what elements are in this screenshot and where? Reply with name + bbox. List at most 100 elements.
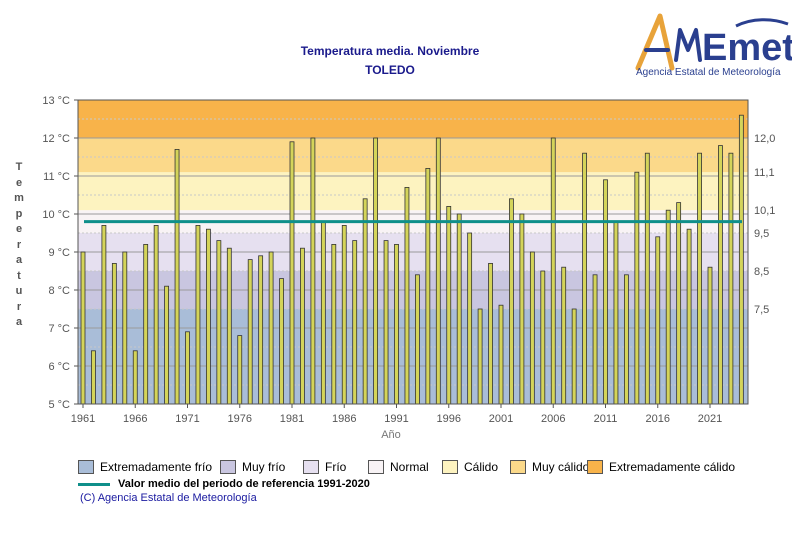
y-axis-title-letter: u bbox=[15, 285, 23, 297]
x-tick-label: 2001 bbox=[489, 413, 513, 425]
bar-2004 bbox=[529, 251, 535, 405]
legend-swatch bbox=[442, 460, 458, 474]
x-tick-label: 1986 bbox=[332, 413, 356, 425]
mean-line-swatch bbox=[78, 482, 110, 486]
legend-swatch bbox=[220, 460, 236, 474]
bar-2009 bbox=[582, 152, 587, 405]
bar-1964 bbox=[111, 262, 117, 405]
bar-2021 bbox=[707, 266, 713, 405]
chart-subtitle: TOLEDO bbox=[365, 63, 415, 77]
x-tick-label: 2006 bbox=[541, 413, 565, 425]
y-axis-title-letter: m bbox=[14, 192, 24, 204]
x-tick-label: 2016 bbox=[646, 413, 670, 425]
bar-1970 bbox=[174, 148, 180, 405]
bar-1979 bbox=[268, 251, 274, 405]
bar-1962 bbox=[91, 350, 96, 405]
bar-1971 bbox=[185, 331, 190, 405]
bar-1978 bbox=[258, 255, 264, 405]
bar-2013 bbox=[624, 274, 629, 405]
legend-item: Extremadamente cálido bbox=[587, 458, 735, 476]
bar-1980 bbox=[279, 278, 284, 405]
right-tick-label: 8,5 bbox=[754, 266, 769, 278]
bar-1972 bbox=[195, 224, 201, 405]
bar-2001 bbox=[498, 304, 504, 405]
svg-text:Emet: Emet bbox=[702, 27, 792, 69]
band-5 bbox=[78, 138, 748, 173]
bar-2017 bbox=[665, 209, 671, 405]
bar-1998 bbox=[467, 232, 473, 405]
legend-swatch bbox=[587, 460, 603, 474]
bar-1992 bbox=[404, 186, 410, 405]
bar-2000 bbox=[488, 262, 493, 405]
y-tick-label: 9 °C bbox=[48, 247, 70, 259]
y-tick-label: 12 °C bbox=[42, 133, 70, 145]
bar-2015 bbox=[644, 152, 650, 405]
y-axis-title-letter: a bbox=[15, 316, 23, 328]
y-tick-label: 8 °C bbox=[48, 285, 70, 297]
x-tick-label: 2011 bbox=[594, 413, 618, 425]
legend-item: Muy cálido bbox=[510, 458, 589, 476]
bar-2016 bbox=[655, 236, 661, 405]
bar-2019 bbox=[686, 228, 692, 405]
legend-label: Cálido bbox=[464, 460, 499, 474]
legend-swatch bbox=[368, 460, 384, 474]
x-axis-title: Año bbox=[381, 429, 401, 441]
bar-1973 bbox=[205, 228, 211, 405]
legend-item: Frío bbox=[303, 458, 346, 476]
bar-1990 bbox=[383, 240, 389, 405]
bar-1968 bbox=[153, 224, 159, 405]
legend-item: Cálido bbox=[442, 458, 498, 476]
right-tick-label: 7,5 bbox=[754, 304, 769, 316]
bar-1975 bbox=[226, 247, 232, 405]
bar-1995 bbox=[435, 137, 441, 405]
bar-1969 bbox=[164, 285, 170, 405]
bar-1977 bbox=[247, 259, 253, 405]
bar-1984 bbox=[320, 221, 326, 405]
x-tick-label: 1966 bbox=[123, 413, 147, 425]
bar-1963 bbox=[101, 224, 107, 405]
bar-1983 bbox=[310, 137, 316, 405]
right-tick-label: 11,1 bbox=[754, 167, 775, 179]
x-tick-label: 1996 bbox=[437, 413, 461, 425]
y-tick-label: 13 °C bbox=[42, 95, 70, 107]
bar-1994 bbox=[425, 167, 431, 405]
legend-label: Extremadamente cálido bbox=[609, 460, 736, 474]
bar-2006 bbox=[550, 137, 556, 405]
y-axis-title-letter: a bbox=[15, 254, 23, 266]
y-tick-label: 11 °C bbox=[43, 171, 70, 183]
legend: Extremadamente frío Muy frío Frío Normal Cál… bbox=[78, 458, 778, 478]
y-axis-title-letter: t bbox=[17, 269, 21, 282]
legend-label: Muy cálido bbox=[532, 460, 590, 474]
x-tick-label: 1976 bbox=[228, 413, 252, 425]
copyright: (C) Agencia Estatal de Meteorología bbox=[80, 492, 257, 504]
bar-2018 bbox=[676, 202, 682, 405]
y-axis-title-letter: e bbox=[15, 223, 23, 235]
y-axis-title-letter: T bbox=[15, 161, 23, 173]
mean-legend: Valor medio del periodo de referencia 19… bbox=[78, 478, 370, 490]
bar-2005 bbox=[540, 270, 546, 405]
mean-legend-label: Valor medio del periodo de referencia 19… bbox=[118, 478, 370, 490]
y-tick-label: 5 °C bbox=[48, 399, 70, 411]
band-6 bbox=[78, 100, 748, 138]
bar-1997 bbox=[456, 213, 462, 405]
legend-item: Muy frío bbox=[220, 458, 285, 476]
y-axis-title-letter: p bbox=[15, 207, 23, 220]
legend-swatch bbox=[303, 460, 319, 474]
y-tick-label: 6 °C bbox=[48, 361, 70, 373]
bar-1961 bbox=[80, 251, 86, 405]
legend-label: Frío bbox=[325, 460, 347, 474]
bar-1987 bbox=[352, 240, 358, 405]
bar-2022 bbox=[718, 145, 723, 405]
legend-swatch bbox=[510, 460, 526, 474]
y-tick-label: 10 °C bbox=[42, 209, 70, 221]
bar-1966 bbox=[132, 350, 138, 405]
chart-title: Temperatura media. Noviembre bbox=[300, 44, 480, 58]
bar-2002 bbox=[509, 198, 514, 405]
y-axis-title-letter: r bbox=[16, 300, 22, 313]
right-tick-label: 10,1 bbox=[754, 205, 775, 217]
bar-2023 bbox=[728, 152, 734, 405]
bar-1982 bbox=[300, 247, 305, 405]
x-tick-label: 1971 bbox=[175, 413, 199, 425]
